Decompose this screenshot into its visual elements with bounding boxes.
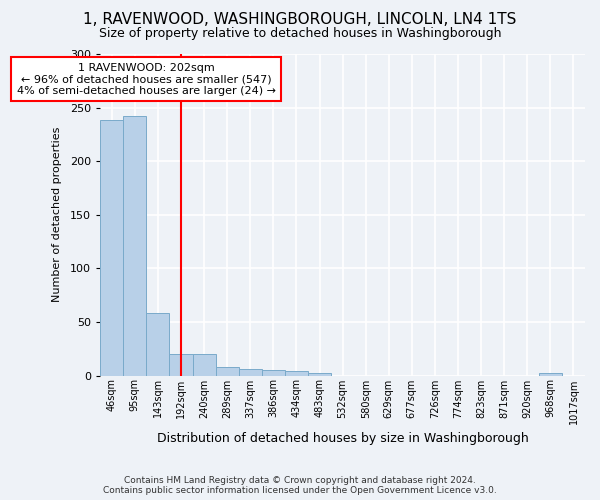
Bar <box>539 374 562 376</box>
Bar <box>100 120 123 376</box>
Bar <box>123 116 146 376</box>
Bar <box>239 369 262 376</box>
Text: Size of property relative to detached houses in Washingborough: Size of property relative to detached ho… <box>99 28 501 40</box>
X-axis label: Distribution of detached houses by size in Washingborough: Distribution of detached houses by size … <box>157 432 529 445</box>
Bar <box>262 370 285 376</box>
Bar <box>193 354 215 376</box>
Bar <box>215 367 239 376</box>
Bar <box>308 374 331 376</box>
Text: Contains HM Land Registry data © Crown copyright and database right 2024.
Contai: Contains HM Land Registry data © Crown c… <box>103 476 497 495</box>
Bar <box>146 314 169 376</box>
Y-axis label: Number of detached properties: Number of detached properties <box>52 127 62 302</box>
Bar <box>285 371 308 376</box>
Text: 1, RAVENWOOD, WASHINGBOROUGH, LINCOLN, LN4 1TS: 1, RAVENWOOD, WASHINGBOROUGH, LINCOLN, L… <box>83 12 517 28</box>
Text: 1 RAVENWOOD: 202sqm
← 96% of detached houses are smaller (547)
4% of semi-detach: 1 RAVENWOOD: 202sqm ← 96% of detached ho… <box>17 62 276 96</box>
Bar <box>169 354 193 376</box>
